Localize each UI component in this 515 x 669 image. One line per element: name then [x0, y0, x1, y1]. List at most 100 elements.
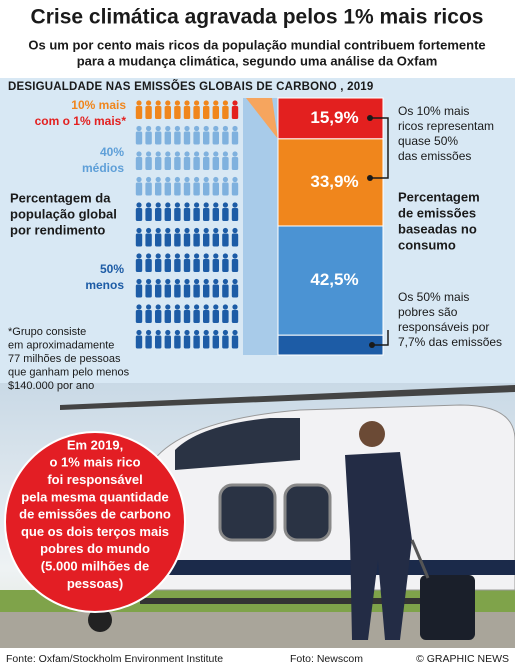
- person-icon: [136, 253, 142, 259]
- person-icon: [203, 106, 210, 119]
- person-icon: [135, 259, 143, 272]
- person-icon: [222, 106, 229, 119]
- person-icon: [203, 304, 209, 310]
- person-icon: [203, 176, 209, 183]
- person-icon: [232, 253, 238, 259]
- person-icon: [203, 151, 209, 157]
- person-icon: [231, 335, 239, 349]
- person-icon: [194, 202, 200, 208]
- callout-text: pela mesma quantidade: [21, 489, 168, 504]
- person-icon: [212, 182, 219, 196]
- person-icon: [164, 106, 171, 119]
- person-icon: [203, 329, 209, 336]
- person-icon: [165, 227, 171, 234]
- person-icon: [155, 304, 161, 310]
- annotation: Os 50% mais: [398, 290, 469, 304]
- person-icon: [222, 151, 228, 157]
- callout-text: (5.000 milhões de: [41, 559, 149, 574]
- person-icon: [165, 100, 171, 106]
- callout-text: pobres do mundo: [40, 541, 150, 556]
- person-icon: [135, 284, 143, 298]
- annotation-dot: [367, 175, 373, 181]
- person-icon: [174, 310, 181, 323]
- person-icon: [213, 176, 219, 183]
- footer-source: Fonte: Oxfam/Stockholm Environment Insti…: [6, 653, 223, 665]
- person-icon: [135, 106, 143, 119]
- pop-label: médios: [82, 161, 124, 175]
- person-icon: [193, 310, 200, 323]
- person-icon: [203, 233, 210, 247]
- pop-label: 40%: [100, 145, 124, 159]
- person-icon: [212, 131, 219, 145]
- annotation: das emissões: [398, 149, 471, 163]
- person-icon: [135, 335, 143, 349]
- person-icon: [193, 335, 200, 349]
- person-icon: [231, 284, 239, 298]
- person-icon: [222, 253, 228, 259]
- person-icon: [183, 233, 191, 247]
- person-icon: [184, 304, 190, 310]
- person-icon: [165, 253, 171, 259]
- person-icon: [155, 100, 161, 106]
- person-icon: [194, 278, 200, 285]
- person-icon: [146, 278, 152, 285]
- person-icon: [164, 157, 171, 170]
- person-icon: [174, 151, 180, 157]
- person-icon: [135, 233, 143, 247]
- person-icon: [174, 335, 181, 349]
- person-icon: [136, 227, 142, 234]
- person-icon: [213, 253, 219, 259]
- person-icon: [193, 157, 200, 170]
- person-icon: [164, 335, 171, 349]
- person-icon: [146, 100, 152, 106]
- person-icon: [193, 182, 200, 196]
- person-icon: [174, 259, 181, 272]
- panel-heading: DESIGUALDADE NAS EMISSÕES GLOBAIS DE CAR…: [8, 80, 373, 93]
- person-icon: [194, 125, 200, 132]
- segment-label: 33,9%: [310, 172, 358, 191]
- pop-label: 50%: [100, 262, 124, 276]
- person-icon: [135, 157, 143, 170]
- callout-text: pessoas): [67, 576, 123, 591]
- person-icon: [146, 253, 152, 259]
- subtitle: Os um por cento mais ricos da população …: [28, 37, 485, 52]
- annotation: pobres são: [398, 305, 458, 319]
- person-icon: [232, 151, 238, 157]
- person-icon: [212, 310, 219, 323]
- person-icon: [232, 304, 238, 310]
- person-icon: [174, 284, 181, 298]
- person-icon: [231, 208, 239, 221]
- person-icon: [155, 157, 162, 170]
- pop-axis-label: por rendimento: [10, 222, 105, 237]
- annotation: 7,7% das emissões: [398, 335, 502, 349]
- person-icon: [145, 259, 152, 272]
- person-icon: [145, 284, 152, 298]
- person-icon: [184, 227, 190, 234]
- person-icon: [145, 335, 152, 349]
- person-icon: [194, 329, 200, 336]
- person-icon: [222, 233, 229, 247]
- person-icon: [184, 202, 190, 208]
- person-icon: [164, 233, 171, 247]
- person-icon: [222, 304, 228, 310]
- person-icon: [203, 208, 210, 221]
- person-icon: [155, 278, 161, 285]
- person-icon: [194, 151, 200, 157]
- person-icon: [232, 278, 238, 285]
- person-icon: [212, 335, 219, 349]
- emissions-label: Percentagem: [398, 189, 480, 204]
- person-icon: [146, 202, 152, 208]
- person-icon: [135, 208, 143, 221]
- person-icon: [135, 310, 143, 323]
- person-icon: [155, 151, 161, 157]
- person-icon: [145, 157, 152, 170]
- person-icon: [212, 208, 219, 221]
- annotation-dot: [369, 342, 375, 348]
- person-icon: [203, 259, 210, 272]
- person-icon: [174, 131, 181, 145]
- person-icon: [183, 208, 191, 221]
- annotation-arrow: [372, 330, 389, 346]
- person-icon: [164, 310, 171, 323]
- person-icon: [164, 284, 171, 298]
- title: Crise climática agravada pelos 1% mais r…: [31, 6, 484, 29]
